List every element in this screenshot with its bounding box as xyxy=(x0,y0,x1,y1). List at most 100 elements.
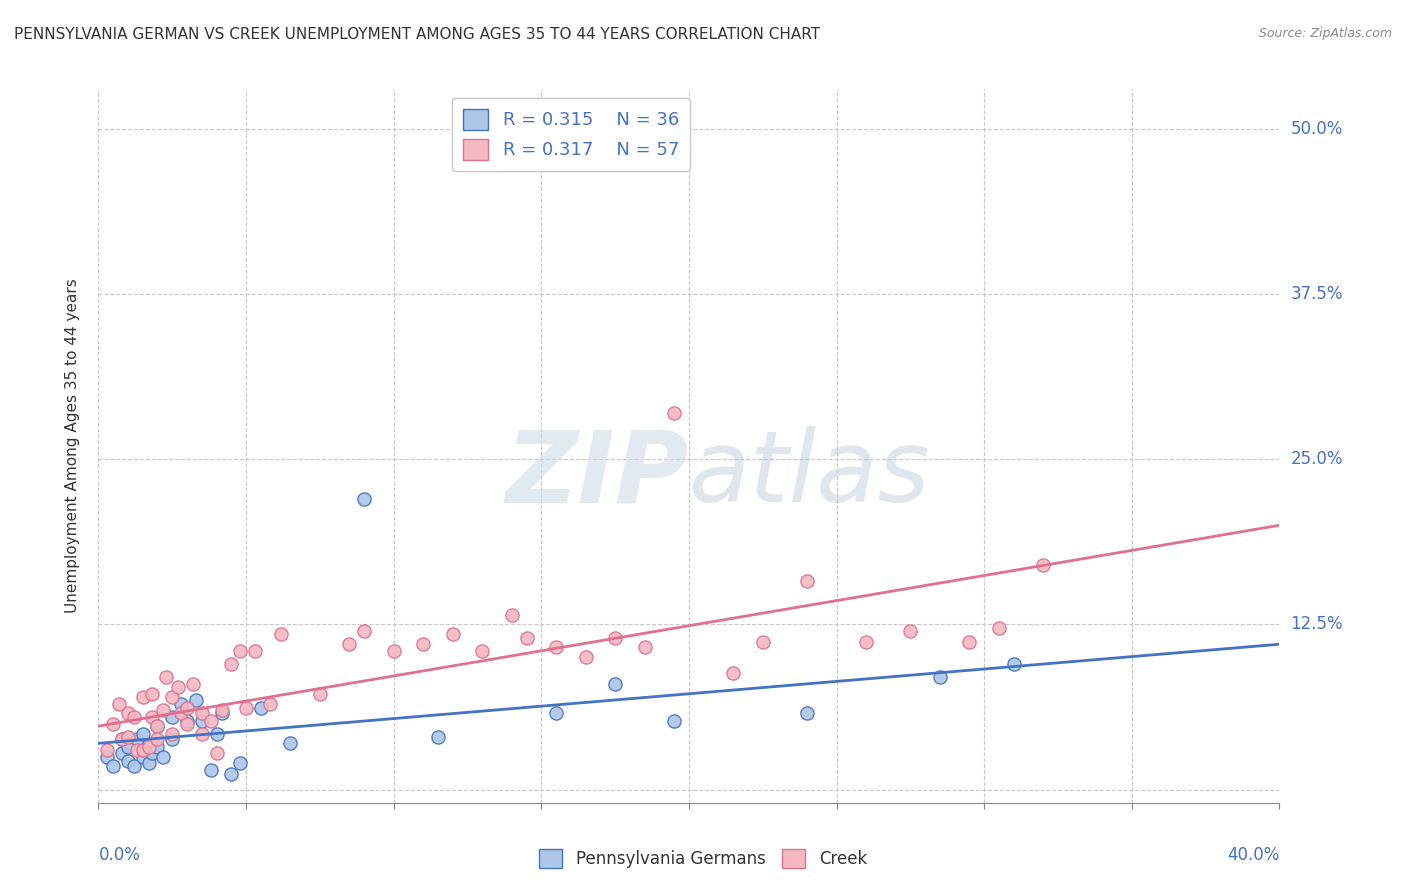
Point xyxy=(155,670,177,684)
Point xyxy=(108,697,131,711)
Point xyxy=(162,732,183,747)
Point xyxy=(515,631,537,645)
Point xyxy=(270,626,292,640)
Point xyxy=(125,732,148,747)
Point xyxy=(309,688,332,702)
Point xyxy=(721,666,744,681)
Point xyxy=(278,736,302,750)
Point xyxy=(103,759,125,773)
Point xyxy=(471,644,494,658)
Point xyxy=(928,670,950,684)
Point xyxy=(170,697,193,711)
Text: 37.5%: 37.5% xyxy=(1291,285,1343,303)
Point xyxy=(664,714,686,728)
Point xyxy=(229,756,252,771)
Text: PENNSYLVANIA GERMAN VS CREEK UNEMPLOYMENT AMONG AGES 35 TO 44 YEARS CORRELATION : PENNSYLVANIA GERMAN VS CREEK UNEMPLOYMEN… xyxy=(14,27,820,42)
Point xyxy=(1032,558,1054,572)
Point xyxy=(855,634,877,648)
Point xyxy=(382,644,405,658)
Point xyxy=(138,740,160,755)
Point xyxy=(987,621,1010,635)
Point xyxy=(751,634,773,648)
Point xyxy=(141,746,163,760)
Point xyxy=(353,491,375,506)
Point xyxy=(200,714,222,728)
Point xyxy=(141,710,163,724)
Point xyxy=(122,759,145,773)
Point xyxy=(544,706,567,720)
Point xyxy=(219,766,242,780)
Point xyxy=(796,574,818,588)
Text: 25.0%: 25.0% xyxy=(1291,450,1343,468)
Point xyxy=(146,719,169,733)
Point xyxy=(132,727,155,741)
Point xyxy=(125,743,148,757)
Point xyxy=(132,690,155,704)
Text: atlas: atlas xyxy=(689,426,931,523)
Point xyxy=(337,637,360,651)
Point xyxy=(427,730,450,744)
Point xyxy=(796,706,818,720)
Point xyxy=(111,746,134,760)
Point xyxy=(235,700,257,714)
Text: 40.0%: 40.0% xyxy=(1227,846,1279,863)
Text: ZIP: ZIP xyxy=(506,426,689,523)
Point xyxy=(162,710,183,724)
Point xyxy=(111,732,134,747)
Point xyxy=(211,706,233,720)
Point xyxy=(146,740,169,755)
Point xyxy=(633,640,655,654)
Point xyxy=(544,640,567,654)
Point xyxy=(146,732,169,747)
Point xyxy=(96,749,118,764)
Point xyxy=(146,719,169,733)
Point xyxy=(229,644,252,658)
Point xyxy=(181,677,204,691)
Point xyxy=(605,631,627,645)
Point xyxy=(176,700,198,714)
Point xyxy=(170,706,193,720)
Point xyxy=(412,637,434,651)
Point xyxy=(117,730,139,744)
Point xyxy=(176,716,198,731)
Point xyxy=(162,727,183,741)
Point xyxy=(138,756,160,771)
Point xyxy=(132,749,155,764)
Point xyxy=(219,657,242,671)
Legend: R = 0.315    N = 36, R = 0.317    N = 57: R = 0.315 N = 36, R = 0.317 N = 57 xyxy=(451,98,690,170)
Point xyxy=(152,703,174,717)
Point xyxy=(205,727,228,741)
Legend: Pennsylvania Germans, Creek: Pennsylvania Germans, Creek xyxy=(533,842,873,875)
Point xyxy=(152,749,174,764)
Text: Source: ZipAtlas.com: Source: ZipAtlas.com xyxy=(1258,27,1392,40)
Point xyxy=(162,690,183,704)
Point xyxy=(574,650,596,665)
Point xyxy=(103,716,125,731)
Text: 12.5%: 12.5% xyxy=(1291,615,1343,633)
Text: 0.0%: 0.0% xyxy=(98,846,141,863)
Point xyxy=(191,727,214,741)
Point xyxy=(353,624,375,638)
Point xyxy=(1002,657,1025,671)
Point xyxy=(111,732,134,747)
Point xyxy=(959,634,981,648)
Point xyxy=(141,688,163,702)
Point xyxy=(205,746,228,760)
Point xyxy=(664,406,686,420)
Point xyxy=(184,692,207,706)
Point xyxy=(211,703,233,717)
Point xyxy=(259,697,281,711)
Point xyxy=(117,754,139,768)
Point xyxy=(167,680,190,694)
Point xyxy=(191,714,214,728)
Point xyxy=(250,700,273,714)
Point xyxy=(96,743,118,757)
Text: 50.0%: 50.0% xyxy=(1291,120,1343,138)
Y-axis label: Unemployment Among Ages 35 to 44 years: Unemployment Among Ages 35 to 44 years xyxy=(65,278,80,614)
Point xyxy=(191,706,214,720)
Point xyxy=(900,624,922,638)
Point xyxy=(243,644,266,658)
Point xyxy=(117,740,139,755)
Point xyxy=(200,763,222,777)
Point xyxy=(605,677,627,691)
